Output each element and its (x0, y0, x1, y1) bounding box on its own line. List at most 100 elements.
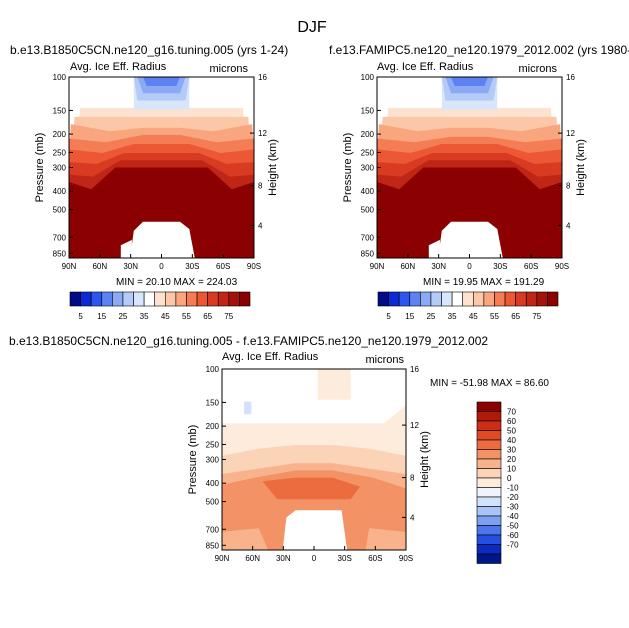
y-tick-label: 500 (206, 498, 220, 507)
y-right-tick-label: 16 (566, 73, 575, 82)
colorbar-cell (90, 291, 103, 307)
y-tick-label: 150 (206, 398, 220, 407)
y-tick-label: 100 (53, 73, 67, 82)
colorbar-label: 45 (161, 312, 170, 321)
y-tick-label: 100 (206, 365, 220, 374)
panel-diff-units: microns (365, 354, 404, 366)
y-tick-label: 300 (206, 456, 220, 465)
contour-band-12 (497, 77, 562, 108)
colorbar-cell (476, 515, 502, 526)
colorbar-cell (122, 291, 134, 307)
colorbar-label: 20 (507, 455, 516, 464)
contour-band-10 (222, 369, 318, 400)
colorbar-cell (476, 430, 502, 441)
colorbar-cell (476, 477, 502, 488)
contour-band-13 (377, 107, 387, 117)
contour-band-14 (552, 107, 562, 117)
panel-diff-stats: MIN = -51.98 MAX = 86.60 (430, 378, 549, 389)
panel-right-subtitle: Avg. Ice Eff. Radius (377, 61, 474, 73)
y-right-axis-label: Height (km) (267, 139, 279, 196)
x-tick-label: 30N (276, 554, 291, 563)
x-tick-label: 60S (524, 262, 538, 271)
y-axis-label: Pressure (mb) (187, 425, 199, 495)
x-tick-label: 90S (247, 262, 261, 271)
colorbar-cell (133, 291, 145, 307)
colorbar-cell (476, 544, 502, 555)
colorbar-label: 35 (448, 312, 457, 321)
panel-left-title: b.e13.B1850C5CN.ne120_g16.tuning.005 (yr… (10, 43, 288, 57)
y-tick-label: 250 (206, 440, 220, 449)
y-tick-label: 700 (206, 525, 220, 534)
colorbar-label: 0 (507, 474, 512, 483)
y-tick-label: 500 (361, 206, 375, 215)
colorbar-label: -70 (507, 541, 519, 550)
colorbar-label: 50 (507, 427, 516, 436)
colorbar-cell (175, 291, 187, 307)
colorbar-label: -20 (507, 493, 519, 502)
colorbar-label: 5 (78, 312, 83, 321)
colorbar-cell (186, 291, 198, 307)
contour-band-12 (317, 369, 351, 400)
colorbar-label: -30 (507, 503, 519, 512)
contour-band-11 (69, 77, 134, 108)
colorbar-cell (143, 291, 156, 307)
colorbar-cell (112, 291, 124, 307)
colorbar-label: 45 (469, 312, 478, 321)
y-right-tick-label: 8 (410, 474, 415, 483)
x-tick-label: 60N (400, 262, 415, 271)
colorbar-cell (536, 291, 548, 307)
x-tick-label: 30N (431, 262, 446, 271)
x-tick-label: 90N (62, 262, 77, 271)
y-tick-label: 850 (53, 249, 67, 258)
contour-band-10 (428, 239, 440, 258)
colorbar-cell (483, 291, 495, 307)
colorbar-cell (217, 291, 230, 307)
panel-right-units: microns (518, 63, 557, 75)
colorbar-label: 55 (182, 312, 191, 321)
colorbar-label: 75 (532, 312, 541, 321)
colorbar-cell (207, 291, 219, 307)
contour-band-13 (222, 399, 245, 424)
colorbar-label: 25 (426, 312, 435, 321)
colorbar-cell (451, 291, 464, 307)
colorbar-label: -50 (507, 522, 519, 531)
colorbar-cell (547, 291, 559, 307)
colorbar-cell (476, 553, 502, 564)
contour-fill (222, 369, 406, 550)
x-tick-label: 90N (370, 262, 385, 271)
y-tick-label: 400 (53, 187, 67, 196)
x-tick-label: 0 (312, 554, 317, 563)
y-right-tick-label: 12 (258, 129, 267, 138)
colorbar-cell (377, 291, 389, 307)
x-tick-label: 60N (92, 262, 107, 271)
colorbar-cell (494, 291, 506, 307)
panel-diff-subtitle: Avg. Ice Eff. Radius (222, 351, 319, 363)
colorbar-cell (80, 291, 92, 307)
colorbar-cell (476, 468, 502, 479)
panel-left-units: microns (209, 63, 248, 75)
contour-fill (69, 77, 254, 258)
colorbar-cell (101, 291, 113, 307)
x-tick-label: 0 (467, 262, 472, 271)
colorbar-cell (476, 411, 502, 422)
y-tick-label: 400 (206, 479, 220, 488)
colorbar-cell (476, 487, 502, 498)
colorbar-cell (476, 458, 502, 469)
colorbar-label: 55 (490, 312, 499, 321)
y-tick-label: 200 (53, 130, 67, 139)
y-tick-label: 100 (361, 73, 375, 82)
colorbar-cell (441, 291, 453, 307)
contour-band-15 (244, 401, 252, 415)
colorbar-label: 30 (507, 446, 516, 455)
colorbar-cell (228, 291, 240, 307)
y-tick-label: 850 (361, 249, 375, 258)
colorbar-label: 70 (507, 408, 516, 417)
colorbar-label: 65 (203, 312, 212, 321)
colorbar-cell (462, 291, 474, 307)
colorbar-cell (476, 506, 502, 517)
x-tick-label: 90S (555, 262, 569, 271)
y-tick-label: 400 (361, 187, 375, 196)
colorbar-cell (69, 291, 81, 307)
